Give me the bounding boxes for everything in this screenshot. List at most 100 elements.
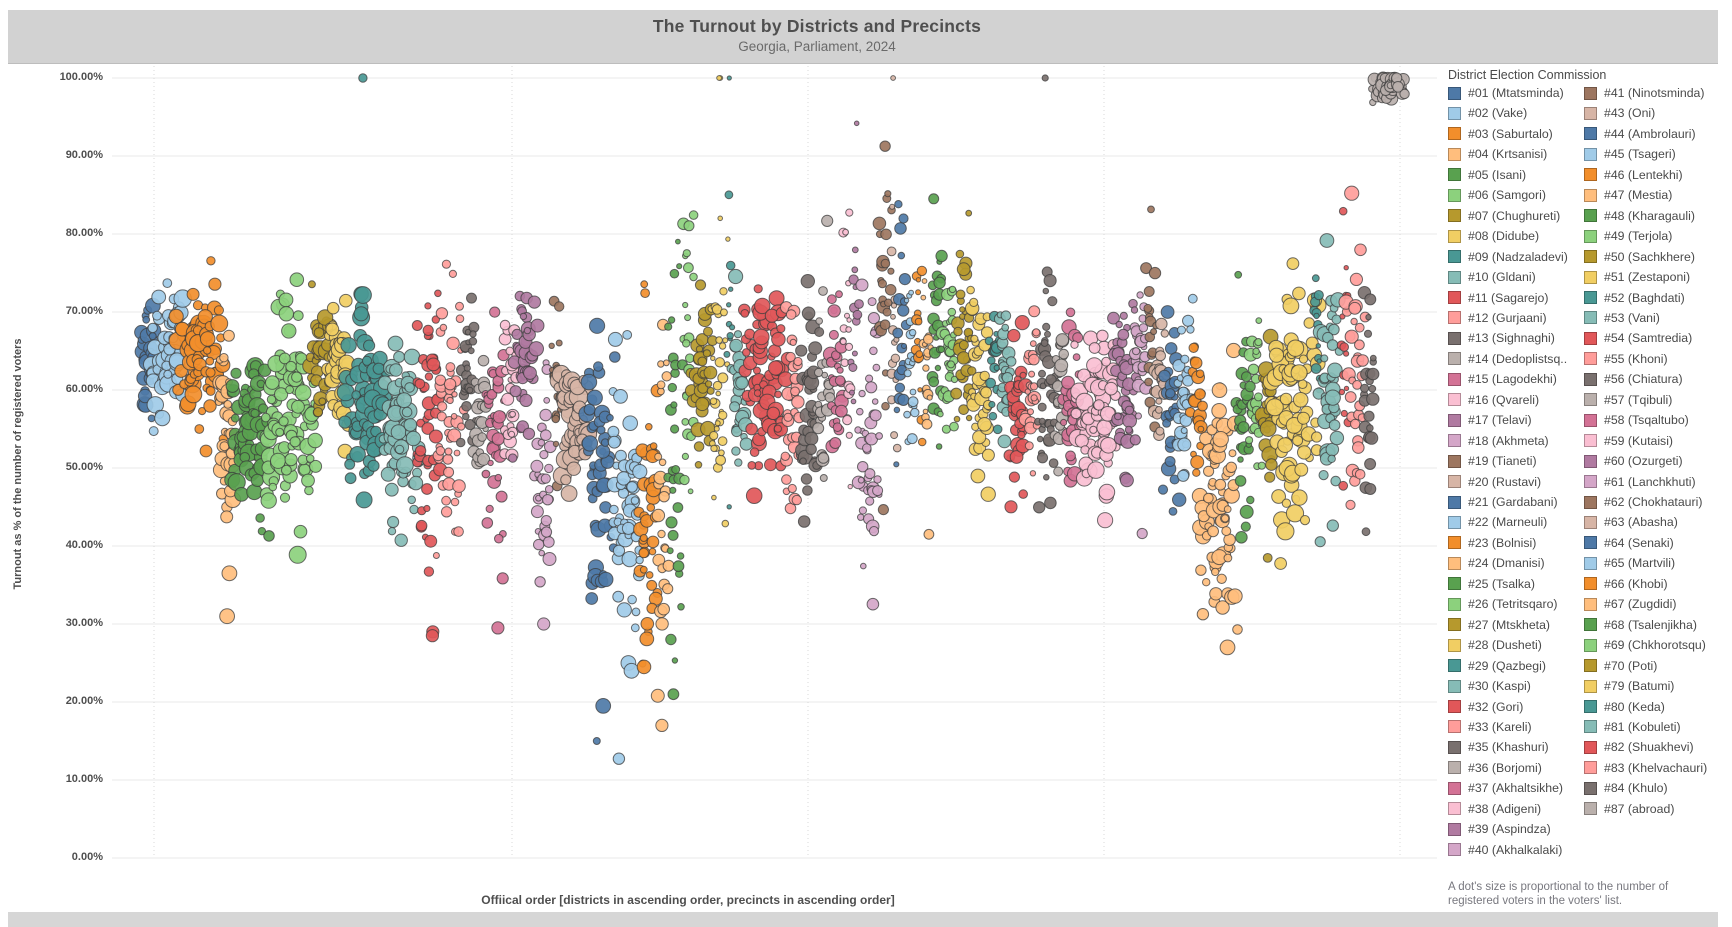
data-point[interactable] <box>411 320 423 331</box>
legend-item[interactable]: #57 (Tqibuli) <box>1584 391 1672 409</box>
data-point[interactable] <box>540 515 552 527</box>
data-point[interactable] <box>719 308 728 317</box>
legend-item[interactable]: #41 (Ninotsminda) <box>1584 84 1704 102</box>
data-point[interactable] <box>222 329 235 342</box>
data-point[interactable] <box>1196 608 1210 621</box>
data-point[interactable] <box>827 304 841 318</box>
data-point[interactable] <box>718 342 727 350</box>
data-point[interactable] <box>1072 353 1081 362</box>
data-point[interactable] <box>1228 449 1237 458</box>
legend-item[interactable]: #30 (Kaspi) <box>1448 677 1531 695</box>
data-point[interactable] <box>255 513 265 523</box>
data-point[interactable] <box>858 389 866 398</box>
legend-item[interactable]: #06 (Samgori) <box>1448 186 1546 204</box>
data-point[interactable] <box>1313 290 1324 301</box>
data-point[interactable] <box>1226 342 1242 359</box>
data-point[interactable] <box>864 468 876 480</box>
data-point[interactable] <box>1088 342 1101 354</box>
data-point[interactable] <box>663 359 670 367</box>
data-point[interactable] <box>396 392 413 409</box>
data-point[interactable] <box>907 396 919 408</box>
data-point[interactable] <box>542 536 555 548</box>
data-point[interactable] <box>1086 357 1103 374</box>
data-point[interactable] <box>487 459 494 467</box>
data-point[interactable] <box>967 366 977 376</box>
data-point[interactable] <box>1065 450 1076 462</box>
data-point[interactable] <box>1247 363 1260 375</box>
data-point[interactable] <box>781 474 792 485</box>
data-point[interactable] <box>867 312 881 325</box>
data-point[interactable] <box>1177 469 1190 482</box>
data-point[interactable] <box>903 297 910 304</box>
data-point[interactable] <box>519 393 533 407</box>
data-point[interactable] <box>665 516 678 529</box>
data-point[interactable] <box>661 371 672 382</box>
data-point[interactable] <box>897 393 910 406</box>
data-point[interactable] <box>1048 458 1059 469</box>
legend-item[interactable]: #52 (Baghdati) <box>1584 289 1685 307</box>
data-point[interactable] <box>724 190 734 200</box>
data-point[interactable] <box>735 376 749 390</box>
legend-item[interactable]: #11 (Sagarejo) <box>1448 289 1548 307</box>
data-point[interactable] <box>1197 400 1208 412</box>
data-point[interactable] <box>1044 496 1057 510</box>
data-point[interactable] <box>725 260 736 271</box>
data-point[interactable] <box>344 458 356 470</box>
data-point[interactable] <box>805 443 817 455</box>
data-point[interactable] <box>186 287 200 301</box>
legend-item[interactable]: #43 (Oni) <box>1584 104 1655 122</box>
data-point[interactable] <box>1005 356 1017 367</box>
data-point[interactable] <box>890 431 899 440</box>
data-point[interactable] <box>435 446 446 456</box>
data-point[interactable] <box>815 317 824 325</box>
data-point[interactable] <box>655 718 669 733</box>
legend-item[interactable]: #63 (Abasha) <box>1584 513 1678 531</box>
data-point[interactable] <box>353 306 369 322</box>
data-point[interactable] <box>534 576 546 588</box>
data-point[interactable] <box>450 413 458 420</box>
legend-item[interactable]: #51 (Zestaponi) <box>1584 268 1690 286</box>
data-point[interactable] <box>203 346 212 355</box>
data-point[interactable] <box>1399 88 1410 100</box>
data-point[interactable] <box>791 494 802 506</box>
data-point[interactable] <box>1366 392 1380 406</box>
data-point[interactable] <box>607 435 621 449</box>
legend-item[interactable]: #47 (Mestia) <box>1584 186 1672 204</box>
data-point[interactable] <box>372 362 385 375</box>
legend-item[interactable]: #38 (Adigeni) <box>1448 800 1541 818</box>
data-point[interactable] <box>523 326 532 335</box>
data-point[interactable] <box>1282 297 1300 315</box>
data-point[interactable] <box>969 297 979 307</box>
data-point[interactable] <box>316 309 334 326</box>
data-point[interactable] <box>923 334 934 345</box>
data-point[interactable] <box>879 319 891 331</box>
data-point[interactable] <box>548 342 555 349</box>
data-point[interactable] <box>1029 470 1037 477</box>
data-point[interactable] <box>688 210 699 220</box>
legend-item[interactable]: #22 (Marneuli) <box>1448 513 1547 531</box>
data-point[interactable] <box>499 319 511 331</box>
data-point[interactable] <box>1093 399 1105 411</box>
legend-item[interactable]: #82 (Shuakhevi) <box>1584 738 1694 756</box>
data-point[interactable] <box>455 314 465 324</box>
data-point[interactable] <box>448 269 457 278</box>
data-point[interactable] <box>934 364 942 372</box>
data-point[interactable] <box>278 416 289 427</box>
data-point[interactable] <box>1361 527 1371 537</box>
data-point[interactable] <box>1286 257 1300 271</box>
data-point[interactable] <box>1364 293 1377 306</box>
legend-item[interactable]: #62 (Chokhatauri) <box>1584 493 1702 511</box>
data-point[interactable] <box>142 315 151 324</box>
data-point[interactable] <box>425 629 439 643</box>
data-point[interactable] <box>799 457 807 466</box>
data-point[interactable] <box>466 386 474 394</box>
data-point[interactable] <box>278 306 294 322</box>
data-point[interactable] <box>910 407 920 418</box>
data-point[interactable] <box>880 228 892 241</box>
data-point[interactable] <box>947 360 955 369</box>
data-point[interactable] <box>1104 381 1118 396</box>
data-point[interactable] <box>849 389 855 396</box>
data-point[interactable] <box>443 466 455 478</box>
data-point[interactable] <box>658 491 670 503</box>
data-point[interactable] <box>872 363 881 372</box>
